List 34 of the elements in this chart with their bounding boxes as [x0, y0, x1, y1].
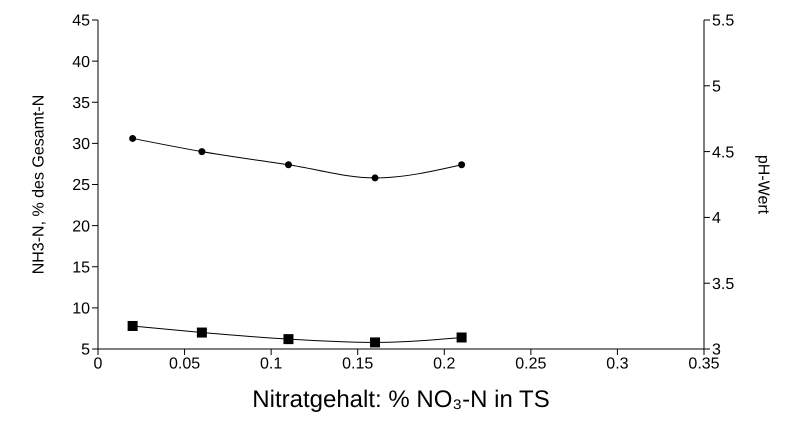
point [198, 148, 206, 156]
y-tick-label: 40 [72, 54, 90, 71]
y-tick-label: 30 [72, 136, 90, 154]
y-tick-label: 25 [72, 177, 90, 194]
y-axis-title: NH3-N, % des Gesamt-N [30, 94, 48, 274]
y2-tick-label: 5.5 [712, 12, 734, 30]
x-tick-label: 0.15 [342, 355, 374, 372]
y2-axis-title: pH-Wert [754, 154, 772, 215]
y-tick-label: 35 [72, 94, 90, 112]
point [370, 337, 380, 348]
y-tick-label: 10 [72, 300, 90, 318]
y2-tick-label: 4.5 [712, 144, 734, 162]
y2-tick-label: 5 [712, 78, 721, 96]
y-tick-label: 45 [72, 12, 90, 30]
point [284, 161, 292, 168]
point [458, 161, 466, 168]
x-tick-label: 0.05 [169, 355, 200, 372]
x-tick-label: 0.25 [515, 355, 547, 372]
point [283, 334, 294, 344]
point [129, 134, 136, 142]
y2-tick-label: 4 [712, 210, 721, 228]
y-tick-label: 20 [72, 218, 90, 236]
y-tick-label: 15 [72, 259, 90, 276]
x-tick-label: 0.1 [260, 355, 282, 372]
point [128, 320, 138, 331]
y-tick-label: 5 [81, 342, 90, 359]
y2-tick-label: 3.5 [712, 276, 734, 293]
x-tick-label: 0.2 [433, 355, 456, 372]
x-tick-label: 0 [94, 355, 103, 372]
x-axis-title: Nitratgehalt: % NO₃-N in TS [252, 386, 550, 413]
point [456, 332, 467, 342]
point [196, 328, 207, 338]
point [372, 174, 379, 182]
x-tick-label: 0.3 [606, 355, 629, 372]
